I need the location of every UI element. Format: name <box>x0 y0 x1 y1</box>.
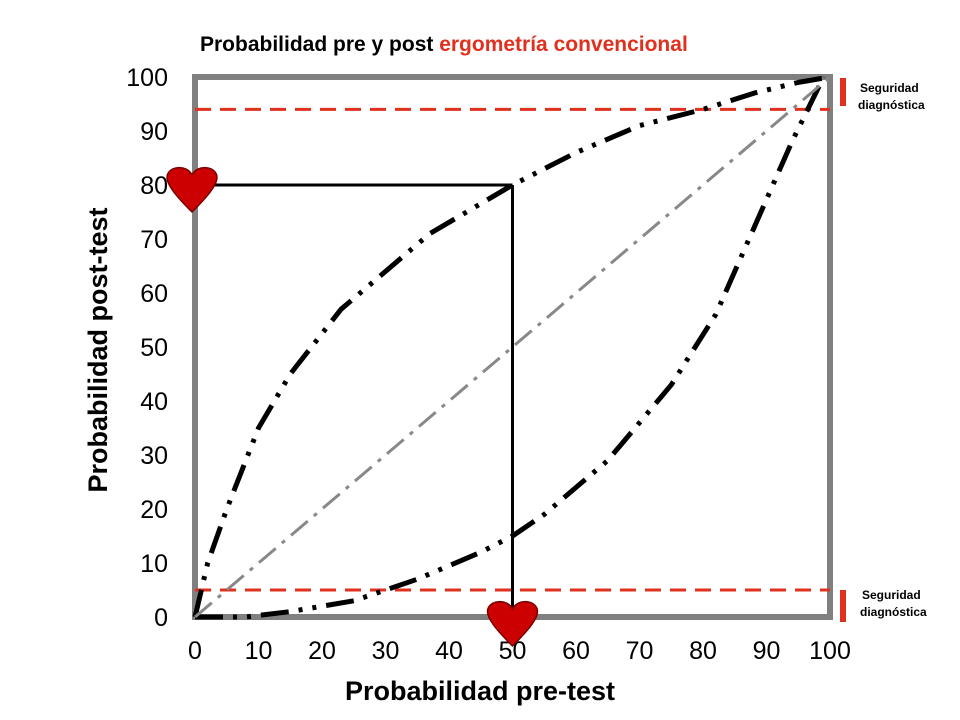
x-axis-label: Probabilidad pre-test <box>345 676 615 706</box>
annotation-top: Seguridad diagnóstica <box>840 78 925 112</box>
x-tick-label: 80 <box>689 637 717 665</box>
x-tick-label: 40 <box>435 637 463 665</box>
y-tick-label: 100 <box>126 64 168 92</box>
x-tick-label: 60 <box>562 637 590 665</box>
y-tick-label: 50 <box>140 334 168 362</box>
y-tick-label: 80 <box>140 172 168 200</box>
annotation-top-line-2: diagnóstica <box>858 98 925 112</box>
series-line-diagonal <box>194 75 831 619</box>
y-tick-label: 70 <box>140 226 168 254</box>
series-line-1 <box>192 74 831 618</box>
annotation-bottom: Seguridad diagnóstica <box>840 588 927 622</box>
chart-title-highlight: ergometría convencional <box>439 33 688 56</box>
x-tick-label: 30 <box>372 637 400 665</box>
annotation-top-line-1: Seguridad <box>860 81 919 95</box>
x-tick-label: 100 <box>809 637 851 665</box>
x-tick-label: 90 <box>753 637 781 665</box>
annotation-bottom-bar <box>840 590 846 622</box>
chart-title-prefix: Probabilidad pre y post <box>200 33 439 56</box>
series-line-2 <box>195 75 826 620</box>
plot-area: 0 10 20 30 40 50 60 70 80 90 100010203040506070809… <box>126 64 851 665</box>
annotation-bottom-line-1: Seguridad <box>862 588 921 602</box>
heart-marker-post-test <box>166 166 218 214</box>
annotation-top-bar <box>840 78 846 106</box>
y-tick-label: 40 <box>140 388 168 416</box>
heart-marker-pre-test <box>486 600 539 648</box>
y-tick-label: 30 <box>140 442 168 470</box>
y-tick-label: 20 <box>140 496 168 524</box>
x-tick-label: 10 <box>245 637 273 665</box>
y-tick-label: 60 <box>140 280 168 308</box>
y-tick-label: 0 <box>154 604 168 632</box>
x-tick-label: 70 <box>626 637 654 665</box>
x-tick-label: 20 <box>308 637 336 665</box>
annotation-bottom-line-2: diagnóstica <box>860 605 927 619</box>
y-tick-label: 90 <box>140 118 168 146</box>
y-axis-label: Probabilidad post-test <box>83 207 113 492</box>
x-tick-label: 0 <box>188 637 202 665</box>
y-tick-label: 10 <box>140 550 168 578</box>
chart-title: Probabilidad pre y post ergometría conve… <box>200 33 688 56</box>
